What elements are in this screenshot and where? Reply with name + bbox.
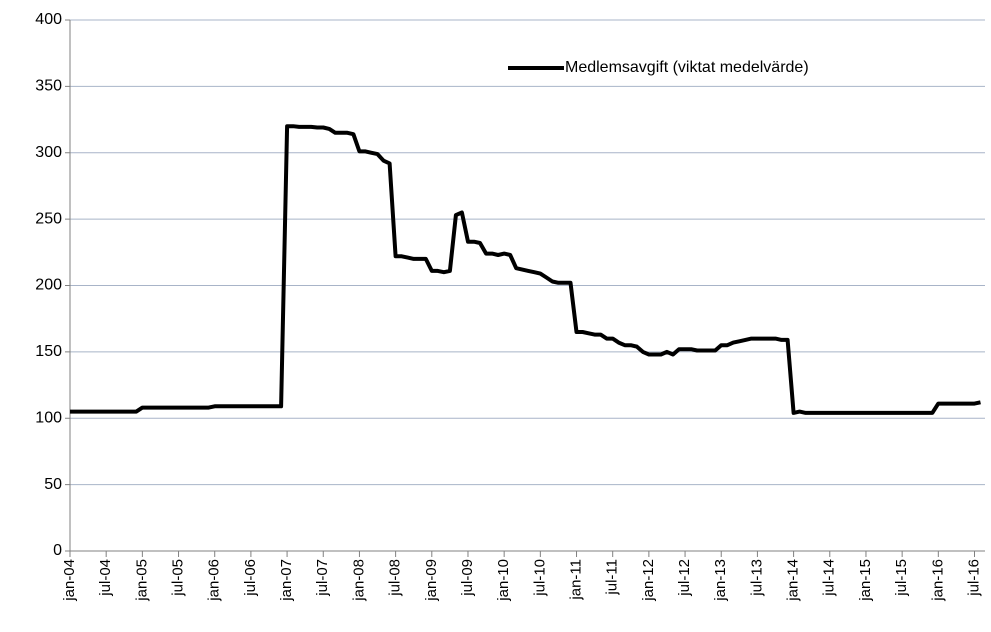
x-tick-label: jan-15 [857, 559, 874, 602]
data-line [70, 124, 981, 415]
x-tick-label: jan-11 [567, 559, 584, 601]
x-tick-label: jul-08 [387, 559, 404, 597]
x-tick-label: jul-11 [604, 559, 621, 596]
x-tick-label: jan-08 [350, 559, 367, 602]
x-tick-label: jan-04 [61, 559, 78, 602]
y-tick-label: 400 [35, 11, 62, 28]
x-tick-label: jan-13 [712, 559, 729, 602]
y-tick-label: 200 [35, 277, 62, 294]
x-tick-label: jul-04 [97, 559, 114, 597]
x-tick-label: jul-09 [459, 559, 476, 597]
y-tick-label: 50 [44, 476, 62, 493]
y-tick-label: 250 [35, 210, 62, 227]
x-tick-label: jul-16 [965, 559, 982, 597]
x-tick-label: jul-05 [170, 559, 187, 597]
legend-label: Medlemsavgift (viktat medelvärde) [565, 59, 809, 76]
x-tick-label: jul-14 [821, 559, 838, 597]
x-tick-label: jul-13 [748, 559, 765, 597]
x-tick-label: jul-12 [676, 559, 693, 597]
x-tick-label: jan-16 [929, 559, 946, 602]
x-tick-label: jan-05 [133, 559, 150, 602]
x-tick-label: jul-07 [314, 559, 331, 597]
x-tick-label: jan-12 [640, 559, 657, 602]
x-tick-label: jan-06 [206, 559, 223, 602]
x-tick-label: jul-10 [531, 559, 548, 597]
x-tick-label: jan-14 [785, 559, 802, 602]
y-tick-label: 350 [35, 78, 62, 95]
y-tick-label: 100 [35, 409, 62, 426]
x-tick-label: jan-09 [423, 559, 440, 602]
x-tick-label: jan-10 [495, 559, 512, 602]
x-tick-label: jul-06 [242, 559, 259, 597]
x-tick-label: jul-15 [893, 559, 910, 597]
x-tick-label: jan-07 [278, 559, 295, 602]
y-tick-label: 300 [35, 144, 62, 161]
y-tick-label: 150 [35, 343, 62, 360]
y-tick-label: 0 [53, 542, 62, 559]
